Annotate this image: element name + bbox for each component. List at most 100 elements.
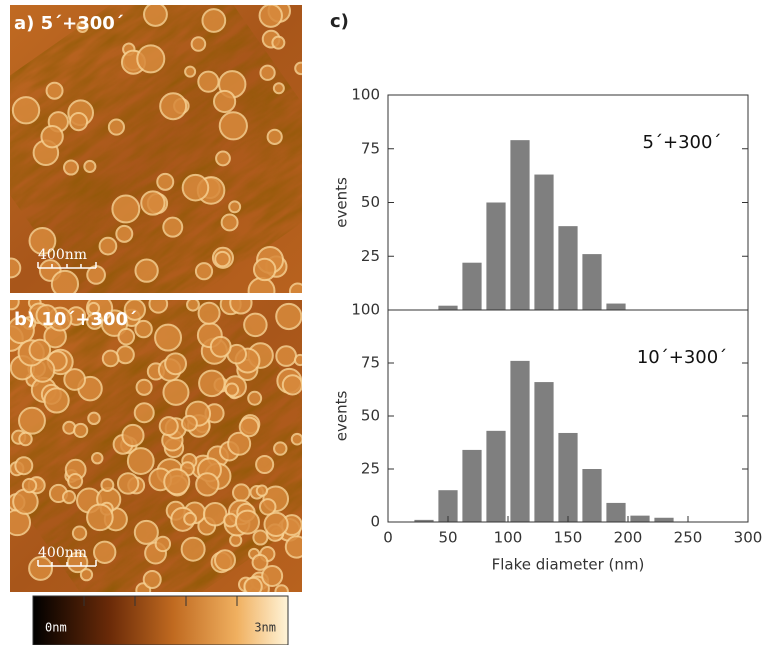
flake <box>63 368 87 391</box>
flake <box>79 568 94 582</box>
flake <box>134 319 153 339</box>
bar <box>606 502 626 522</box>
flake <box>214 549 236 572</box>
flake <box>35 304 58 327</box>
y-axis-label: events <box>333 177 351 228</box>
y-axis-label: events <box>333 391 351 442</box>
y-tick-label: 50 <box>361 193 380 211</box>
flake <box>107 118 125 136</box>
bar <box>510 140 530 310</box>
flake <box>10 316 35 345</box>
annotation: 10´+300´ <box>637 347 727 368</box>
y-tick-label: 0 <box>370 513 380 531</box>
x-tick-label: 200 <box>614 529 643 547</box>
flake <box>229 300 253 315</box>
flake <box>195 472 220 497</box>
scale-bar <box>37 262 97 567</box>
flake <box>158 416 179 437</box>
x-axis-label: Flake diameter (nm) <box>492 556 645 574</box>
flake <box>164 352 188 376</box>
scale-bar-label: 400nm <box>38 247 87 263</box>
flake <box>143 5 168 27</box>
flake <box>275 345 297 367</box>
flake <box>68 112 89 132</box>
flake <box>28 227 57 255</box>
flake <box>183 511 198 526</box>
flake <box>281 374 302 396</box>
flake <box>247 276 276 293</box>
annotation: 5´+300´ <box>643 132 722 153</box>
flake <box>272 82 285 95</box>
flake <box>261 565 284 587</box>
flake <box>148 300 169 314</box>
flake <box>140 190 166 216</box>
y-tick-label: 100 <box>351 301 380 319</box>
bar <box>438 305 458 310</box>
flake <box>252 529 269 546</box>
bar <box>486 430 506 522</box>
flake <box>116 472 140 495</box>
flake <box>28 338 52 362</box>
flake <box>115 224 134 243</box>
bar <box>654 517 674 522</box>
flake <box>117 327 136 346</box>
flake <box>197 301 221 325</box>
flake <box>123 300 146 321</box>
flake <box>100 478 115 493</box>
flake <box>180 536 206 562</box>
y-tick-label: 75 <box>361 354 380 372</box>
colorbar <box>32 595 289 645</box>
flake <box>154 323 183 352</box>
bar <box>462 449 482 522</box>
colorbar-label: 0nm <box>45 621 67 635</box>
flake <box>67 473 84 490</box>
y-tick-label: 50 <box>361 407 380 425</box>
flake <box>50 269 80 293</box>
x-tick-label: 100 <box>494 529 523 547</box>
flake <box>10 257 22 279</box>
flake <box>228 200 242 214</box>
flake <box>243 576 263 592</box>
scale-bar-label: 400nm <box>38 545 87 561</box>
afm-image <box>10 5 302 293</box>
flake <box>198 369 226 398</box>
bar <box>558 226 578 310</box>
flake <box>135 378 153 396</box>
flake <box>214 250 231 268</box>
flake <box>76 20 89 33</box>
image-label: b) 10´+300´ <box>14 309 137 330</box>
flake <box>243 312 268 338</box>
flake <box>202 502 228 527</box>
flake <box>220 213 239 232</box>
flake <box>234 509 260 535</box>
flake <box>181 414 198 432</box>
image-label: a) 5´+300´ <box>14 13 124 34</box>
flake <box>224 382 240 397</box>
flake <box>194 262 214 281</box>
flake <box>101 349 120 368</box>
bar <box>558 432 578 522</box>
flake <box>142 570 162 590</box>
flake <box>284 535 302 559</box>
bar <box>582 469 602 522</box>
flake <box>258 498 277 516</box>
flake <box>87 411 101 426</box>
bar <box>534 174 554 310</box>
flake <box>201 8 227 33</box>
flake <box>111 194 141 224</box>
flake <box>115 345 135 365</box>
colorbar-ticks <box>32 596 289 606</box>
flake <box>263 511 289 537</box>
x-tick-label: 50 <box>438 529 457 547</box>
flake <box>255 454 275 475</box>
flake <box>66 551 89 574</box>
bar <box>582 254 602 310</box>
flake <box>259 64 276 81</box>
flake <box>251 553 269 571</box>
flake <box>28 556 53 581</box>
flake <box>40 124 64 149</box>
y-tick-label: 75 <box>361 139 380 157</box>
flake <box>136 44 166 74</box>
flake <box>86 503 114 532</box>
bar <box>510 360 530 522</box>
